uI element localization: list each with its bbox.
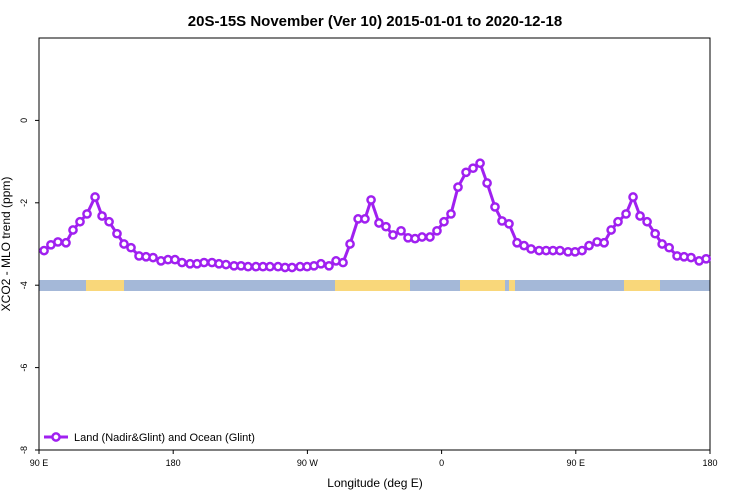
data-point	[61, 237, 71, 248]
x-tick-label: 90 E	[567, 458, 586, 468]
data-point	[112, 228, 122, 239]
data-point	[126, 242, 136, 253]
land-band	[509, 280, 515, 291]
y-tick-label: -4	[19, 281, 29, 289]
data-point	[584, 240, 594, 251]
data-point	[243, 261, 253, 272]
data-point	[642, 216, 652, 227]
data-point	[664, 242, 674, 253]
land-ocean-strip	[39, 280, 710, 291]
data-point	[453, 182, 463, 192]
data-point	[613, 216, 623, 227]
land-band	[335, 280, 410, 291]
y-tick-label: 0	[19, 118, 29, 123]
data-point	[555, 245, 565, 256]
data-point	[68, 225, 78, 235]
data-point	[526, 244, 536, 254]
land-band	[460, 280, 505, 291]
data-point	[446, 209, 456, 219]
data-point	[621, 209, 631, 219]
data-point	[475, 158, 485, 169]
data-point	[360, 214, 370, 224]
legend-label: Land (Nadir&Glint) and Ocean (Glint)	[74, 432, 255, 444]
data-point	[388, 230, 398, 240]
data-point	[468, 163, 478, 174]
data-point	[650, 228, 660, 239]
y-tick-label: -6	[19, 364, 29, 372]
data-point	[628, 192, 638, 202]
data-point	[199, 257, 209, 268]
data-point	[439, 216, 449, 227]
data-point	[381, 221, 391, 232]
data-point	[482, 178, 492, 188]
data-point	[425, 232, 435, 242]
plot-frame	[38, 37, 711, 451]
data-point	[75, 216, 85, 227]
data-point	[366, 195, 376, 205]
data-point	[324, 260, 334, 271]
data-point	[82, 209, 92, 219]
data-point	[104, 216, 114, 227]
data-point	[417, 232, 427, 242]
data-point	[53, 237, 63, 247]
chart-title: 20S-15S November (Ver 10) 2015-01-01 to …	[188, 13, 562, 30]
x-tick-label: 0	[439, 458, 444, 468]
x-axis-label: Longitude (deg E)	[327, 476, 422, 490]
data-point	[374, 218, 384, 228]
data-point	[287, 262, 297, 273]
data-point	[148, 252, 158, 263]
data-point	[432, 225, 442, 236]
data-point	[177, 257, 187, 268]
data-point	[97, 211, 107, 221]
data-point	[221, 259, 231, 270]
data-point	[90, 192, 100, 202]
data-point	[396, 225, 406, 236]
data-point	[599, 237, 609, 248]
data-point	[701, 253, 711, 264]
data-point	[577, 245, 587, 256]
data-point	[316, 258, 326, 269]
data-point	[119, 239, 129, 249]
data-point	[657, 239, 667, 249]
data-point	[504, 218, 514, 229]
land-band	[624, 280, 660, 291]
data-point	[345, 239, 355, 249]
land-band	[86, 280, 124, 291]
data-point	[635, 211, 645, 221]
x-tick-label: 90 E	[30, 458, 49, 468]
legend-marker	[51, 432, 61, 442]
series-line	[43, 160, 707, 269]
data-point	[606, 225, 616, 235]
data-point	[490, 202, 500, 212]
y-tick-label: -2	[19, 199, 29, 207]
data-point	[686, 252, 696, 263]
y-tick-label: -8	[19, 446, 29, 454]
data-point	[39, 245, 49, 256]
x-tick-label: 180	[702, 458, 717, 468]
x-tick-label: 180	[166, 458, 181, 468]
data-point	[461, 167, 471, 178]
x-tick-label: 90 W	[297, 458, 319, 468]
data-point	[338, 257, 348, 268]
y-axis-label: XCO2 - MLO trend (ppm)	[0, 177, 13, 312]
data-point	[265, 261, 275, 272]
